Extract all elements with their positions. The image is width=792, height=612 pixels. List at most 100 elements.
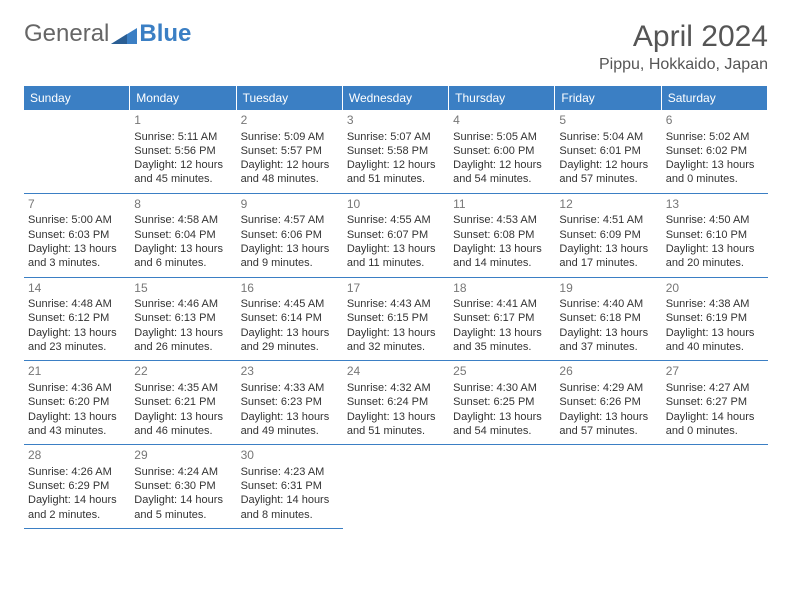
sunrise-text: Sunrise: 5:00 AM [28,213,126,227]
sunset-text: Sunset: 6:21 PM [134,395,232,409]
sunset-text: Sunset: 6:17 PM [453,311,551,325]
sunset-text: Sunset: 6:26 PM [559,395,657,409]
calendar-cell [662,445,768,529]
weekday-header: Friday [555,86,661,110]
daylight-text: Daylight: 12 hours and 48 minutes. [241,158,339,187]
calendar-cell: 7Sunrise: 5:00 AMSunset: 6:03 PMDaylight… [24,194,130,278]
sunset-text: Sunset: 6:13 PM [134,311,232,325]
sunrise-text: Sunrise: 4:36 AM [28,381,126,395]
sunrise-text: Sunrise: 4:55 AM [347,213,445,227]
daylight-text: Daylight: 13 hours and 35 minutes. [453,326,551,355]
sunrise-text: Sunrise: 4:57 AM [241,213,339,227]
day-number: 6 [666,113,764,129]
calendar-cell: 8Sunrise: 4:58 AMSunset: 6:04 PMDaylight… [130,194,236,278]
sunrise-text: Sunrise: 5:07 AM [347,130,445,144]
sunrise-text: Sunrise: 5:11 AM [134,130,232,144]
sunset-text: Sunset: 6:02 PM [666,144,764,158]
sunrise-text: Sunrise: 4:35 AM [134,381,232,395]
sunset-text: Sunset: 6:10 PM [666,228,764,242]
sunset-text: Sunset: 6:27 PM [666,395,764,409]
title-block: April 2024 Pippu, Hokkaido, Japan [599,20,768,74]
page-header: General Blue April 2024 Pippu, Hokkaido,… [24,20,768,74]
day-number: 13 [666,197,764,213]
day-number: 4 [453,113,551,129]
logo-triangle-icon [111,24,137,44]
sunrise-text: Sunrise: 4:58 AM [134,213,232,227]
sunrise-text: Sunrise: 4:33 AM [241,381,339,395]
day-number: 20 [666,281,764,297]
calendar-cell [449,445,555,529]
daylight-text: Daylight: 13 hours and 29 minutes. [241,326,339,355]
day-number: 2 [241,113,339,129]
calendar-cell: 17Sunrise: 4:43 AMSunset: 6:15 PMDayligh… [343,278,449,362]
sunset-text: Sunset: 6:12 PM [28,311,126,325]
calendar-cell: 14Sunrise: 4:48 AMSunset: 6:12 PMDayligh… [24,278,130,362]
sunrise-text: Sunrise: 5:04 AM [559,130,657,144]
day-number: 7 [28,197,126,213]
daylight-text: Daylight: 13 hours and 6 minutes. [134,242,232,271]
calendar-cell: 3Sunrise: 5:07 AMSunset: 5:58 PMDaylight… [343,110,449,194]
weekday-header: Monday [130,86,236,110]
day-number: 19 [559,281,657,297]
calendar-cell: 12Sunrise: 4:51 AMSunset: 6:09 PMDayligh… [555,194,661,278]
weekday-header: Tuesday [237,86,343,110]
day-number: 17 [347,281,445,297]
sunset-text: Sunset: 6:06 PM [241,228,339,242]
sunrise-text: Sunrise: 4:43 AM [347,297,445,311]
day-number: 30 [241,448,339,464]
sunset-text: Sunset: 5:56 PM [134,144,232,158]
logo-text-right: Blue [139,20,191,48]
weekday-header: Saturday [662,86,768,110]
sunrise-text: Sunrise: 4:32 AM [347,381,445,395]
month-title: April 2024 [599,20,768,54]
calendar-cell: 15Sunrise: 4:46 AMSunset: 6:13 PMDayligh… [130,278,236,362]
daylight-text: Daylight: 13 hours and 46 minutes. [134,410,232,439]
sunrise-text: Sunrise: 4:23 AM [241,465,339,479]
daylight-text: Daylight: 13 hours and 51 minutes. [347,410,445,439]
calendar-cell: 6Sunrise: 5:02 AMSunset: 6:02 PMDaylight… [662,110,768,194]
day-number: 8 [134,197,232,213]
day-number: 15 [134,281,232,297]
sunset-text: Sunset: 6:04 PM [134,228,232,242]
daylight-text: Daylight: 13 hours and 40 minutes. [666,326,764,355]
day-number: 5 [559,113,657,129]
sunrise-text: Sunrise: 4:29 AM [559,381,657,395]
calendar-cell: 19Sunrise: 4:40 AMSunset: 6:18 PMDayligh… [555,278,661,362]
sunset-text: Sunset: 6:03 PM [28,228,126,242]
daylight-text: Daylight: 13 hours and 54 minutes. [453,410,551,439]
daylight-text: Daylight: 13 hours and 17 minutes. [559,242,657,271]
day-number: 10 [347,197,445,213]
day-number: 12 [559,197,657,213]
daylight-text: Daylight: 14 hours and 2 minutes. [28,493,126,522]
location-subtitle: Pippu, Hokkaido, Japan [599,56,768,74]
day-number: 21 [28,364,126,380]
sunset-text: Sunset: 6:20 PM [28,395,126,409]
sunrise-text: Sunrise: 4:30 AM [453,381,551,395]
day-number: 24 [347,364,445,380]
day-number: 25 [453,364,551,380]
daylight-text: Daylight: 13 hours and 9 minutes. [241,242,339,271]
calendar-cell: 5Sunrise: 5:04 AMSunset: 6:01 PMDaylight… [555,110,661,194]
day-number: 3 [347,113,445,129]
day-number: 26 [559,364,657,380]
calendar-cell: 26Sunrise: 4:29 AMSunset: 6:26 PMDayligh… [555,361,661,445]
sunrise-text: Sunrise: 4:53 AM [453,213,551,227]
day-number: 14 [28,281,126,297]
sunset-text: Sunset: 6:23 PM [241,395,339,409]
sunset-text: Sunset: 6:00 PM [453,144,551,158]
calendar-cell: 20Sunrise: 4:38 AMSunset: 6:19 PMDayligh… [662,278,768,362]
daylight-text: Daylight: 12 hours and 51 minutes. [347,158,445,187]
sunrise-text: Sunrise: 4:41 AM [453,297,551,311]
calendar-cell: 11Sunrise: 4:53 AMSunset: 6:08 PMDayligh… [449,194,555,278]
calendar-grid: SundayMondayTuesdayWednesdayThursdayFrid… [24,86,768,529]
daylight-text: Daylight: 13 hours and 0 minutes. [666,158,764,187]
sunrise-text: Sunrise: 5:05 AM [453,130,551,144]
daylight-text: Daylight: 13 hours and 43 minutes. [28,410,126,439]
sunrise-text: Sunrise: 4:45 AM [241,297,339,311]
calendar-cell: 29Sunrise: 4:24 AMSunset: 6:30 PMDayligh… [130,445,236,529]
daylight-text: Daylight: 13 hours and 26 minutes. [134,326,232,355]
daylight-text: Daylight: 14 hours and 8 minutes. [241,493,339,522]
day-number: 1 [134,113,232,129]
daylight-text: Daylight: 12 hours and 45 minutes. [134,158,232,187]
weekday-header: Wednesday [343,86,449,110]
